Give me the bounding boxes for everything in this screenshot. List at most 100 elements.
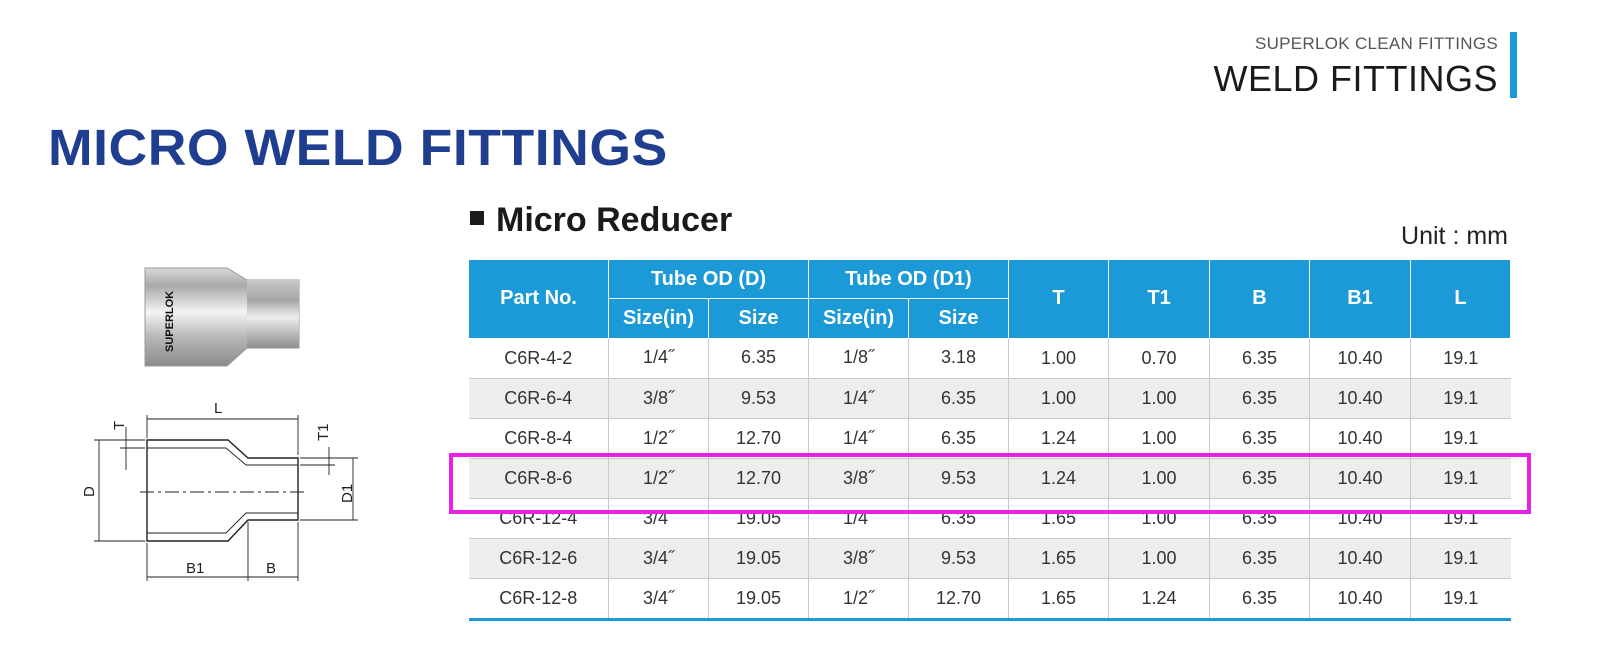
col-header-tube-od-d: Tube OD (D) [607, 260, 810, 299]
table-cell: 6.35 [1209, 578, 1310, 621]
table-cell: 1/4˝ [808, 418, 909, 459]
dim-label-b1: B1 [186, 560, 204, 577]
col-header-tube-od-d1: Tube OD (D1) [808, 260, 1010, 299]
col-header-d-size: Size [707, 298, 810, 338]
table-cell: 6.35 [1209, 458, 1310, 499]
table-cell: C6R-8-6 [468, 458, 609, 499]
table-cell: 0.70 [1108, 338, 1210, 379]
product-photo: SUPERLOK [144, 267, 300, 367]
table-cell: 1.00 [1108, 538, 1210, 579]
table-row: C6R-6-4 3/8˝ 9.53 1/4˝ 6.35 1.00 1.00 6.35 10.40… [468, 378, 1511, 419]
table-cell: 9.53 [908, 458, 1009, 499]
dim-label-l: L [214, 400, 222, 417]
bullet-square-icon [470, 211, 484, 225]
table-cell: 1.00 [1008, 378, 1109, 419]
table-cell: 12.70 [707, 418, 809, 459]
brand-line: SUPERLOK CLEAN FITTINGS [1254, 34, 1498, 53]
table-cell: 1/2˝ [608, 418, 709, 459]
col-header-b: B [1209, 260, 1311, 339]
table-cell: 1.24 [1108, 578, 1210, 621]
table-cell: 6.35 [1209, 378, 1310, 419]
dim-label-d: D [81, 486, 98, 497]
table-cell: 1/8˝ [808, 338, 909, 379]
col-header-part-no: Part No. [468, 260, 609, 339]
table-cell: 1.65 [1008, 498, 1109, 539]
table-cell: 1/4˝ [808, 498, 909, 539]
table-cell: 12.70 [908, 578, 1009, 621]
table-cell: C6R-12-4 [468, 498, 609, 539]
table-cell: C6R-8-4 [468, 418, 609, 459]
table-row: C6R-12-8 3/4˝ 19.05 1/2˝ 12.70 1.65 1.24 6.35 10… [468, 578, 1511, 621]
section-title-text: Micro Reducer [496, 201, 733, 239]
table-cell: 10.40 [1309, 578, 1411, 621]
table-cell: 10.40 [1309, 458, 1411, 499]
table-cell: 1.00 [1108, 498, 1210, 539]
table-cell: 19.1 [1410, 498, 1511, 539]
col-header-d1-size-in: Size(in) [808, 298, 910, 338]
dim-label-t1: T1 [315, 423, 332, 441]
table-cell: 6.35 [1209, 338, 1310, 379]
table-cell: 6.35 [1209, 538, 1310, 579]
table-cell: 19.05 [707, 498, 809, 539]
col-header-d-size-in: Size(in) [608, 298, 709, 338]
technical-drawing: L T D T1 D1 B1 B [81, 400, 358, 581]
table-cell: 9.53 [707, 378, 809, 419]
table-cell: 1/2˝ [608, 458, 709, 499]
table-cell: 1.65 [1008, 538, 1109, 579]
table-cell: 19.1 [1410, 578, 1511, 621]
table-cell: 1/4˝ [608, 338, 709, 379]
col-header-d1-size: Size [908, 298, 1010, 338]
table-cell: 6.35 [908, 418, 1009, 459]
col-header-l: L [1410, 260, 1512, 339]
table-cell: 1.00 [1108, 418, 1210, 459]
unit-label: Unit : mm [1401, 222, 1508, 250]
table-cell: 6.35 [1209, 418, 1310, 459]
table-cell: 10.40 [1309, 338, 1411, 379]
table-cell: 19.05 [707, 538, 809, 579]
table-cell: 3/8˝ [808, 538, 909, 579]
page-title: MICRO WELD FITTINGS [48, 119, 668, 176]
table-cell: C6R-12-6 [468, 538, 609, 579]
table-cell: 19.05 [707, 578, 809, 621]
table-cell: 10.40 [1309, 418, 1411, 459]
spec-table: Part No. Tube OD (D) Tube OD (D1) T T1 B… [468, 260, 1512, 621]
table-cell: 10.40 [1309, 378, 1411, 419]
table-cell: 3/4˝ [608, 498, 709, 539]
table-cell: 6.35 [1209, 498, 1310, 539]
table-cell: C6R-12-8 [468, 578, 609, 621]
table-cell: 10.40 [1309, 538, 1411, 579]
table-cell: 3.18 [908, 338, 1009, 379]
table-cell: 6.35 [908, 378, 1009, 419]
table-cell: 1.65 [1008, 578, 1109, 621]
table-cell: 10.40 [1309, 498, 1411, 539]
table-cell: 19.1 [1410, 378, 1511, 419]
table-row: C6R-12-4 3/4˝ 19.05 1/4˝ 6.35 1.65 1.00 6.35 10.… [468, 498, 1511, 539]
header-accent-bar [1510, 32, 1517, 98]
table-cell: 3/8˝ [808, 458, 909, 499]
table-cell: 6.35 [908, 498, 1009, 539]
table-cell: C6R-6-4 [468, 378, 609, 419]
table-row: C6R-8-6 1/2˝ 12.70 3/8˝ 9.53 1.24 1.00 6.35 10.4… [468, 458, 1511, 499]
dim-label-b: B [266, 560, 276, 577]
table-cell: 1/4˝ [808, 378, 909, 419]
table-row: C6R-12-6 3/4˝ 19.05 3/8˝ 9.53 1.65 1.00 6.35 10.… [468, 538, 1511, 579]
table-cell: 3/4˝ [608, 578, 709, 621]
table-cell: C6R-4-2 [468, 338, 609, 379]
table-cell: 1.24 [1008, 458, 1109, 499]
table-cell: 3/4˝ [608, 538, 709, 579]
table-cell: 1.24 [1008, 418, 1109, 459]
dim-label-d1: D1 [339, 484, 356, 503]
dim-label-t: T [111, 421, 128, 430]
col-header-t: T [1008, 260, 1110, 339]
table-cell: 6.35 [707, 338, 809, 379]
col-header-b1: B1 [1309, 260, 1412, 339]
table-cell: 19.1 [1410, 538, 1511, 579]
table-cell: 1.00 [1108, 378, 1210, 419]
table-cell: 19.1 [1410, 418, 1511, 459]
table-cell: 19.1 [1410, 458, 1511, 499]
table-cell: 1/2˝ [808, 578, 909, 621]
category-title: WELD FITTINGS [1213, 58, 1498, 99]
table-row: C6R-4-2 1/4˝ 6.35 1/8˝ 3.18 1.00 0.70 6.35 10.40… [468, 338, 1511, 379]
product-engraving: SUPERLOK [164, 291, 176, 352]
table-cell: 12.70 [707, 458, 809, 499]
